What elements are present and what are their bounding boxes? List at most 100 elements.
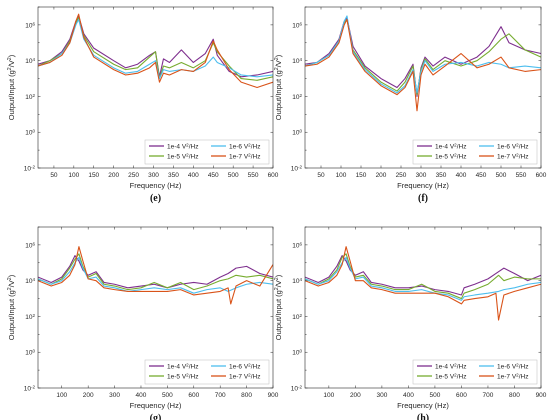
y-tick-label: 10-2 (291, 164, 303, 173)
y-tick-label: 100 (292, 128, 302, 137)
x-tick-label: 100 (68, 172, 79, 179)
series-line-1e-4 (38, 255, 273, 289)
series-line-1e-4 (38, 15, 273, 78)
x-tick-label: 800 (241, 392, 252, 399)
legend-box (412, 139, 538, 165)
legend-label-1e-4: 1e-4 V2/Hz (167, 362, 198, 371)
legend-box (144, 359, 270, 385)
legend-label-1e-5: 1e-5 V2/Hz (167, 372, 198, 381)
plot-area (305, 246, 541, 321)
legend-label-1e-7: 1e-7 V2/Hz (229, 152, 260, 161)
y-tick-label: 10-2 (291, 384, 303, 393)
x-tick-label: 300 (416, 172, 427, 179)
x-tick-label: 50 (317, 172, 325, 179)
panel-label: (e) (150, 193, 161, 204)
y-tick-label: 106 (292, 21, 302, 30)
legend-label-1e-7: 1e-7 V2/Hz (497, 152, 528, 161)
legend-label-1e-6: 1e-6 V2/Hz (497, 362, 528, 371)
x-tick-label: 500 (430, 392, 441, 399)
y-tick-label: 100 (292, 348, 302, 357)
y-axis-title: Output/Input (g2/V2) (7, 274, 16, 340)
x-tick-label: 200 (108, 172, 119, 179)
y-tick-label: 102 (292, 312, 302, 321)
x-tick-label: 100 (336, 172, 347, 179)
legend-box (144, 139, 270, 165)
y-axis-title: Output/Input (g2/V2) (7, 54, 16, 120)
axes-box (304, 6, 542, 169)
series-line-1e-6 (38, 256, 273, 294)
x-tick-label: 200 (83, 392, 94, 399)
x-tick-label: 600 (268, 172, 279, 179)
x-tick-label: 250 (396, 172, 407, 179)
y-tick-label: 106 (292, 241, 302, 250)
y-tick-label: 100 (25, 348, 35, 357)
x-tick-label: 600 (536, 172, 547, 179)
y-tick-label: 102 (25, 92, 35, 101)
series-line-1e-5 (305, 253, 541, 300)
legend-label-1e-6: 1e-6 V2/Hz (497, 142, 528, 151)
series-line-1e-7 (305, 246, 541, 321)
y-tick-label: 10-2 (24, 164, 36, 173)
x-tick-label: 50 (50, 172, 58, 179)
panel-f: 50 100 150 200 250 300 350 400 450 500 550 600 10-2 1… (274, 6, 547, 204)
x-tick-label: 350 (436, 172, 447, 179)
x-axis-title: Frequency (Hz) (130, 181, 182, 190)
x-tick-label: 550 (516, 172, 527, 179)
y-tick-label: 104 (292, 277, 302, 286)
x-tick-label: 550 (248, 172, 259, 179)
y-tick-label: 104 (25, 57, 35, 66)
legend-label-1e-6: 1e-6 V2/Hz (229, 142, 260, 151)
axes-box (37, 6, 274, 169)
series-line-1e-7 (305, 18, 541, 112)
x-tick-label: 700 (215, 392, 226, 399)
legend-label-1e-5: 1e-5 V2/Hz (435, 152, 466, 161)
y-tick-label: 10-2 (24, 384, 36, 393)
legend-label-1e-4: 1e-4 V2/Hz (167, 142, 198, 151)
y-tick-label: 104 (292, 57, 302, 66)
legend-label-1e-6: 1e-6 V2/Hz (229, 362, 260, 371)
plot-area (38, 246, 273, 305)
legend-label-1e-4: 1e-4 V2/Hz (435, 142, 466, 151)
panel-g: 100 200 300 400 500 600 700 800 900 10-2 100 102 104… (7, 226, 279, 420)
series-line-1e-6 (38, 18, 273, 80)
axes-box (304, 226, 542, 389)
legend-label-1e-5: 1e-5 V2/Hz (167, 152, 198, 161)
plot-area (38, 13, 273, 89)
y-axis-title: Output/Input (g2/V2) (274, 54, 283, 120)
x-tick-label: 500 (162, 392, 173, 399)
panel-h: 100 200 300 400 500 600 700 800 900 10-2 100 102 104… (274, 226, 547, 420)
x-tick-label: 250 (128, 172, 139, 179)
x-tick-label: 100 (323, 392, 334, 399)
y-tick-label: 102 (25, 312, 35, 321)
x-tick-label: 400 (188, 172, 199, 179)
y-tick-label: 102 (292, 92, 302, 101)
x-axis-title: Frequency (Hz) (397, 181, 449, 190)
x-tick-label: 300 (376, 392, 387, 399)
x-tick-label: 200 (376, 172, 387, 179)
legend-label-1e-4: 1e-4 V2/Hz (435, 362, 466, 371)
x-tick-label: 400 (456, 172, 467, 179)
x-tick-label: 450 (476, 172, 487, 179)
x-tick-label: 350 (168, 172, 179, 179)
x-tick-label: 900 (268, 392, 279, 399)
x-tick-label: 150 (88, 172, 99, 179)
x-tick-label: 500 (496, 172, 507, 179)
x-tick-label: 900 (536, 392, 547, 399)
x-tick-label: 400 (136, 392, 147, 399)
y-tick-label: 106 (25, 21, 35, 30)
legend-label-1e-7: 1e-7 V2/Hz (229, 372, 260, 381)
x-axis-title: Frequency (Hz) (397, 401, 449, 410)
x-tick-label: 300 (109, 392, 120, 399)
x-tick-label: 700 (483, 392, 494, 399)
series-line-1e-5 (38, 253, 273, 291)
legend-label-1e-5: 1e-5 V2/Hz (435, 372, 466, 381)
series-line-1e-4 (305, 255, 541, 296)
panel-e: 50 100 150 200 250 300 350 400 450 500 550 600 10-2 1… (7, 6, 279, 204)
x-tick-label: 450 (208, 172, 219, 179)
series-line-1e-4 (305, 17, 541, 97)
axes-box (37, 226, 274, 389)
x-tick-label: 800 (509, 392, 520, 399)
